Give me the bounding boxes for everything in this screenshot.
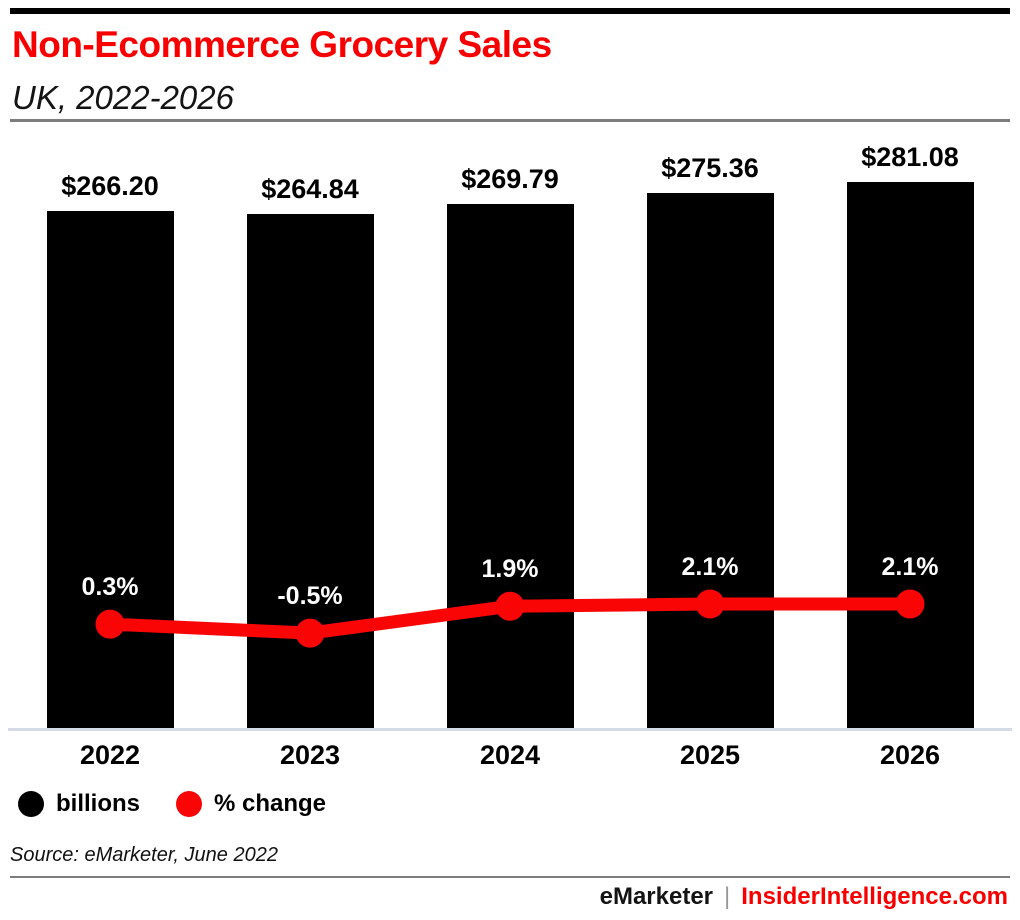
footer-site-link[interactable]: InsiderIntelligence.com <box>741 883 1008 910</box>
bar-value-label-2025: $275.36 <box>661 153 759 184</box>
footer: eMarketer | InsiderIntelligence.com <box>600 883 1008 911</box>
x-tick-2024: 2024 <box>479 740 541 770</box>
bar-2025 <box>646 193 774 728</box>
x-axis-line <box>8 728 1012 731</box>
header-rule <box>10 119 1010 122</box>
chart-title: Non-Ecommerce Grocery Sales <box>12 24 552 65</box>
pct-change-label-2022: 0.3% <box>81 573 139 602</box>
pct-change-label-2026: 2.1% <box>881 553 939 581</box>
bar-2024 <box>446 203 574 728</box>
legend-item-pct-change: % change <box>176 790 326 818</box>
legend-label-billions: billions <box>56 790 140 817</box>
bar-2023 <box>246 213 374 728</box>
legend: billions % change <box>18 790 326 818</box>
pct-change-label-2024: 1.9% <box>481 555 539 584</box>
bar-2022 <box>46 210 174 728</box>
x-axis-labels: 2022 2023 2024 2025 2026 <box>0 740 1020 776</box>
source-note: Source: eMarketer, June 2022 <box>10 844 278 866</box>
footer-brand: eMarketer <box>599 883 714 910</box>
bar-value-label-2026: $281.08 <box>861 142 959 172</box>
top-rule <box>10 8 1010 14</box>
footer-rule <box>10 876 1010 878</box>
chart-area: $266.20 $264.84 $269.79 $275.36 $281.08 0.3% -… <box>0 123 1020 731</box>
x-tick-2026: 2026 <box>879 740 941 770</box>
legend-label-pct-change: % change <box>214 790 327 817</box>
billions-dot-icon <box>18 791 44 817</box>
bar-value-label-2024: $269.79 <box>461 163 559 194</box>
x-tick-2022: 2022 <box>79 740 141 770</box>
legend-item-billions: billions <box>18 790 140 818</box>
footer-separator: | <box>724 883 731 910</box>
pct-change-label-2025: 2.1% <box>681 553 739 581</box>
bar-value-label-2022: $266.20 <box>61 170 159 201</box>
chart-subtitle: UK, 2022-2026 <box>12 79 234 116</box>
x-tick-2025: 2025 <box>679 740 741 770</box>
pct-change-dot-icon <box>176 791 202 817</box>
bar-2026 <box>846 182 974 728</box>
pct-change-label-2023: -0.5% <box>277 582 343 611</box>
x-tick-2023: 2023 <box>279 740 341 770</box>
bar-value-label-2023: $264.84 <box>261 173 359 204</box>
